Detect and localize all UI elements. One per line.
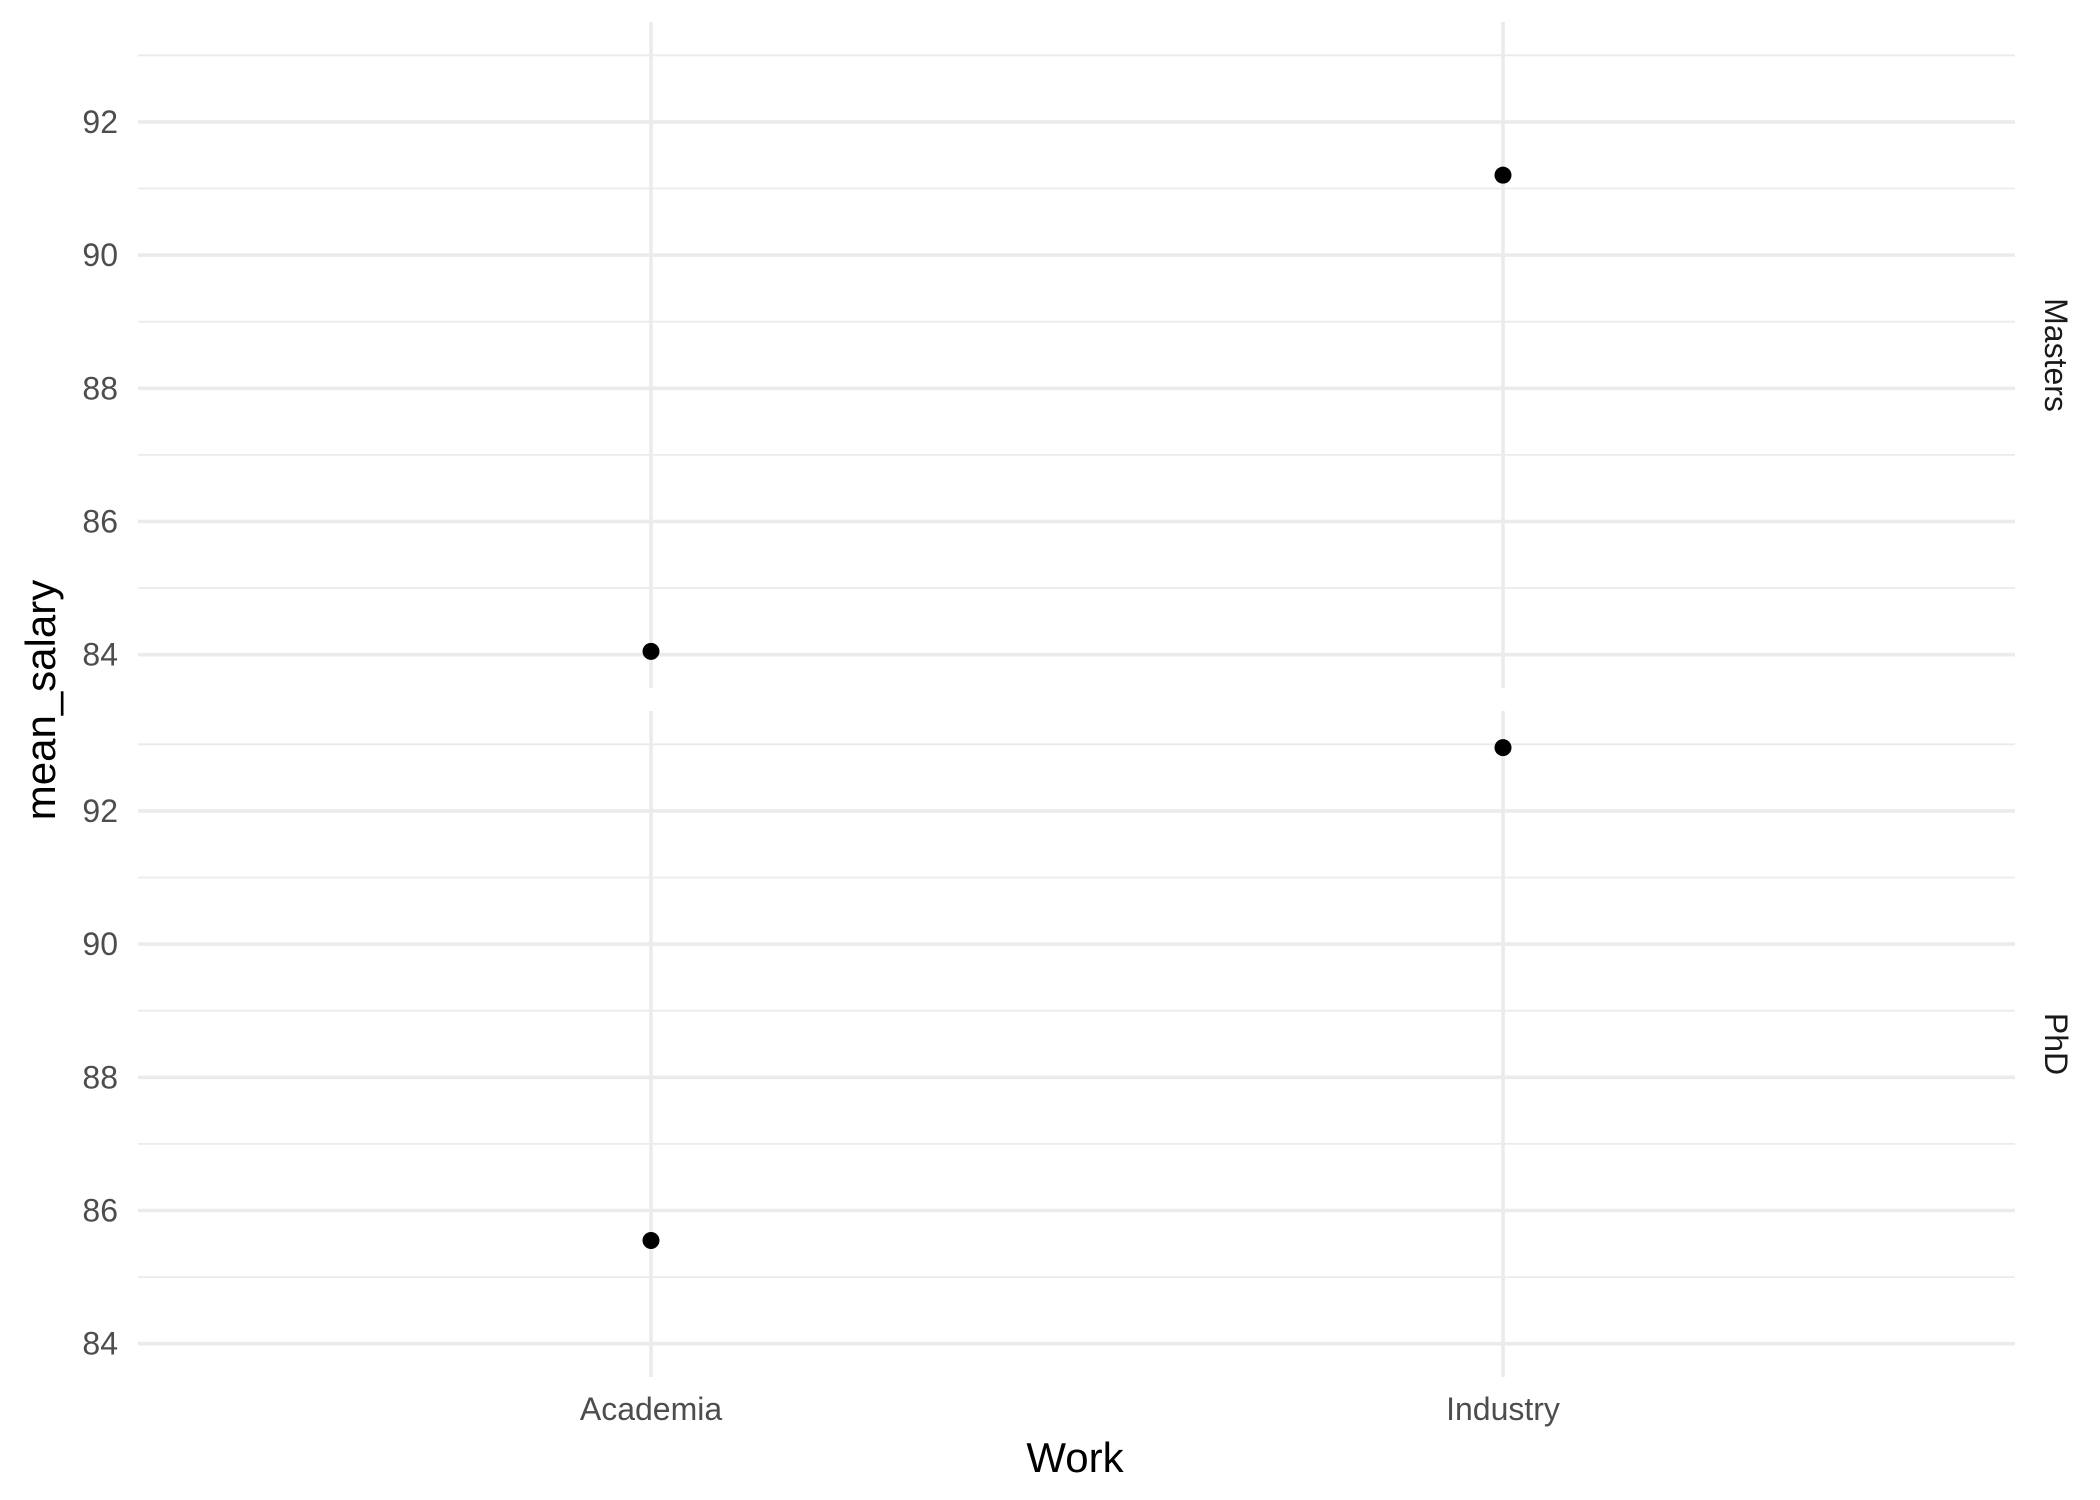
y-tick-label: 88 <box>82 1059 118 1095</box>
x-axis: Academia Industry <box>580 1391 1560 1427</box>
data-point-phd-academia <box>642 1231 660 1249</box>
x-tick-label-academia: Academia <box>580 1391 723 1427</box>
y-tick-label: 86 <box>82 504 118 540</box>
data-point-masters-industry <box>1494 166 1512 184</box>
y-tick-label: 86 <box>82 1193 118 1229</box>
y-tick-label: 84 <box>82 1326 118 1362</box>
panel-masters: 84 86 88 90 92 Masters <box>82 22 2074 688</box>
data-point-phd-industry <box>1494 739 1512 757</box>
y-tick-label: 92 <box>82 793 118 829</box>
y-tick-label: 92 <box>82 104 118 140</box>
facet-label-phd: PhD <box>2038 1013 2074 1075</box>
y-tick-label: 90 <box>82 237 118 273</box>
x-tick-label-industry: Industry <box>1446 1391 1560 1427</box>
panel-phd: 84 86 88 90 92 PhD <box>82 711 2074 1377</box>
y-tick-label: 84 <box>82 637 118 673</box>
x-axis-title: Work <box>1026 1434 1124 1481</box>
panels-layer: 84 86 88 90 92 Masters 84 86 88 90 92 PhD Academia In… <box>82 22 2074 1427</box>
data-point-masters-academia <box>642 642 660 660</box>
y-axis-title: mean_salary <box>17 580 64 820</box>
y-tick-label: 88 <box>82 370 118 406</box>
facet-label-masters: Masters <box>2038 298 2074 412</box>
y-tick-label: 90 <box>82 926 118 962</box>
